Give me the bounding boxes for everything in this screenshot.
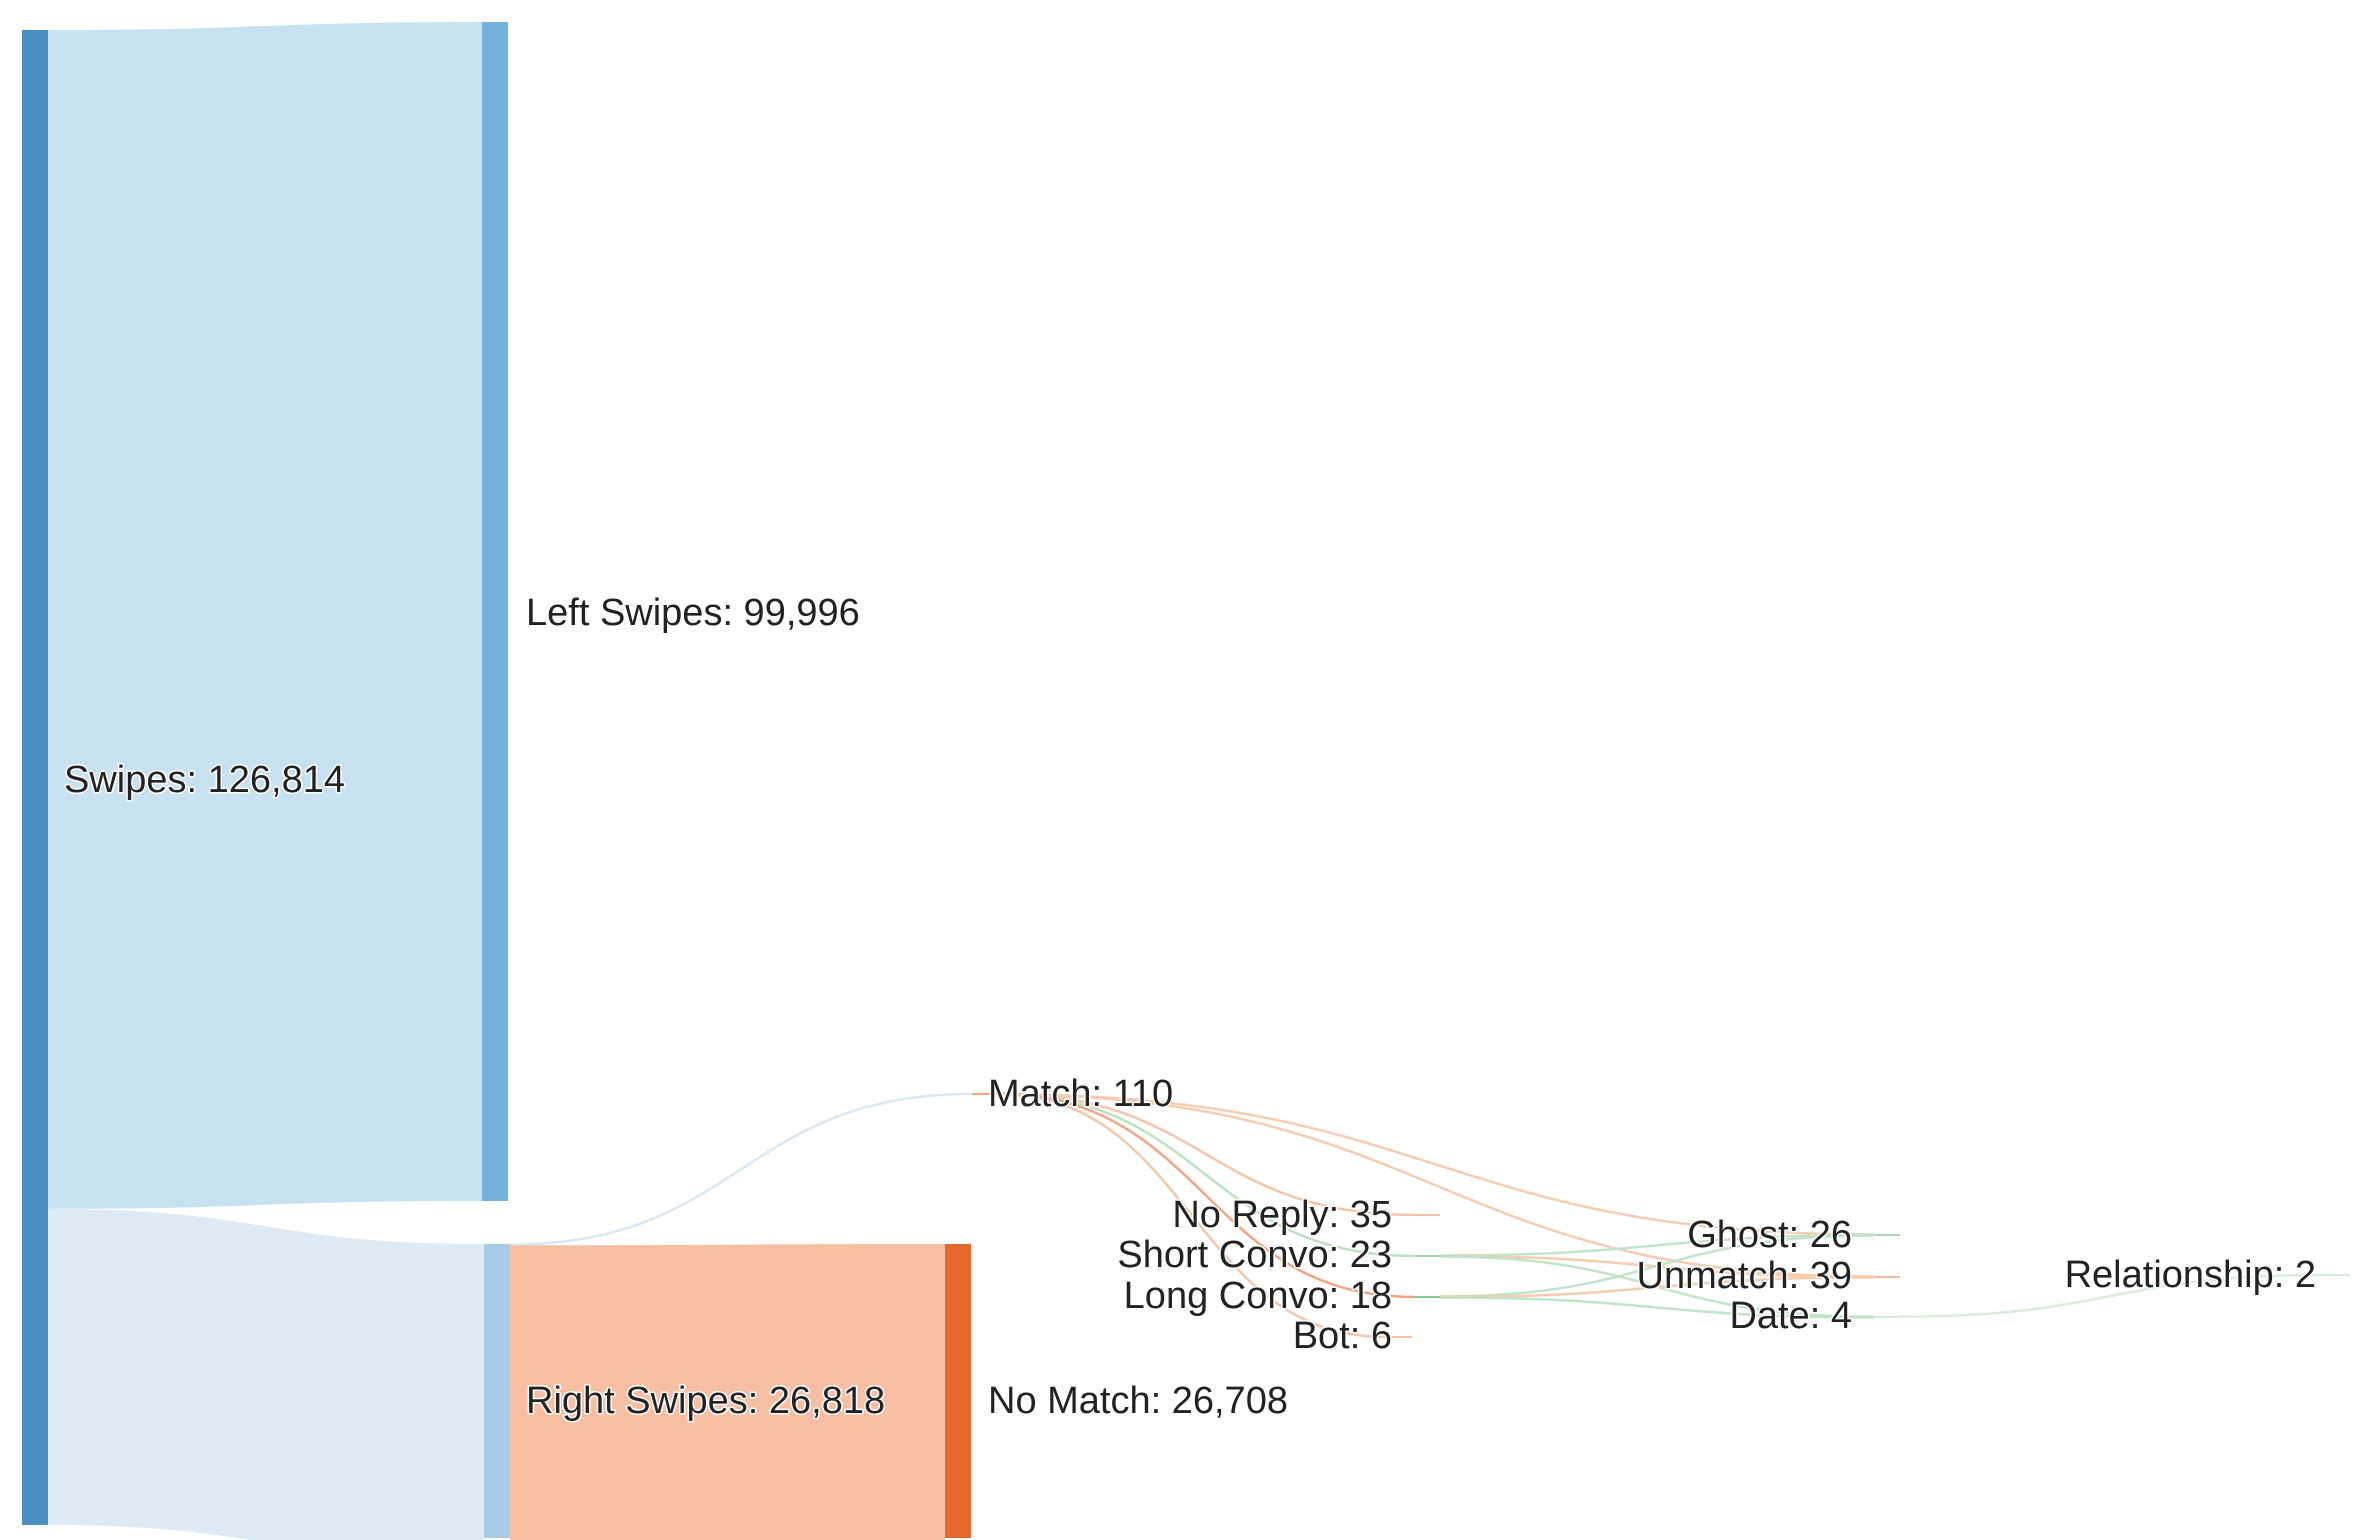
node-label-unmatch: Unmatch: 39 bbox=[1637, 1255, 1852, 1297]
node-noreply bbox=[1414, 1214, 1440, 1216]
node-unmatch bbox=[1874, 1276, 1900, 1278]
nodes-layer bbox=[22, 22, 2350, 1538]
link-short-to-ghost bbox=[1439, 1233, 1875, 1257]
link-match-to-noreply bbox=[997, 1092, 1415, 1217]
node-label-long: Long Convo: 18 bbox=[1124, 1275, 1392, 1317]
node-bot bbox=[1386, 1336, 1412, 1338]
node-right bbox=[484, 1244, 510, 1538]
node-label-left: Left Swipes: 99,996 bbox=[526, 592, 860, 634]
node-label-swipes: Swipes: 126,814 bbox=[64, 759, 345, 801]
node-short bbox=[1414, 1255, 1440, 1257]
node-left bbox=[482, 22, 508, 1201]
node-date bbox=[1874, 1316, 1900, 1318]
node-label-nomatch: No Match: 26,708 bbox=[988, 1380, 1288, 1422]
node-long bbox=[1414, 1296, 1440, 1298]
link-match-to-bot bbox=[997, 1092, 1387, 1339]
node-nomatch bbox=[945, 1244, 971, 1538]
node-ghost bbox=[1874, 1234, 1900, 1236]
link-match-to-unmatch bbox=[997, 1093, 1875, 1278]
node-label-noreply: No Reply: 35 bbox=[1172, 1194, 1392, 1236]
node-match bbox=[972, 1093, 998, 1095]
link-right-to-match bbox=[509, 1092, 973, 1246]
node-label-bot: Bot: 6 bbox=[1293, 1315, 1392, 1357]
link-match-to-short bbox=[997, 1092, 1415, 1258]
node-relationship bbox=[2324, 1274, 2350, 1276]
node-label-short: Short Convo: 23 bbox=[1117, 1234, 1392, 1276]
link-swipes-to-right bbox=[48, 1208, 484, 1540]
node-swipes bbox=[22, 30, 48, 1525]
link-match-to-ghost bbox=[997, 1093, 1875, 1236]
link-long-to-date bbox=[1439, 1296, 1875, 1319]
link-long-to-ghost bbox=[1439, 1234, 1875, 1298]
link-date-to-relationship bbox=[1899, 1273, 2325, 1318]
node-label-right: Right Swipes: 26,818 bbox=[526, 1380, 885, 1422]
link-right-to-nomatch bbox=[510, 1244, 945, 1540]
node-label-match: Match: 110 bbox=[988, 1073, 1173, 1115]
link-match-to-long bbox=[997, 1092, 1415, 1299]
node-label-ghost: Ghost: 26 bbox=[1687, 1214, 1852, 1256]
link-long-to-unmatch bbox=[1439, 1276, 1875, 1299]
links-layer bbox=[48, 22, 2325, 1540]
node-label-date: Date: 4 bbox=[1729, 1295, 1852, 1337]
link-swipes-to-left bbox=[48, 22, 482, 1209]
labels-layer: Swipes: 126,814 Left Swipes: 99,996 Right … bbox=[63, 591, 2318, 1424]
node-label-relationship: Relationship: 2 bbox=[2065, 1254, 2316, 1296]
